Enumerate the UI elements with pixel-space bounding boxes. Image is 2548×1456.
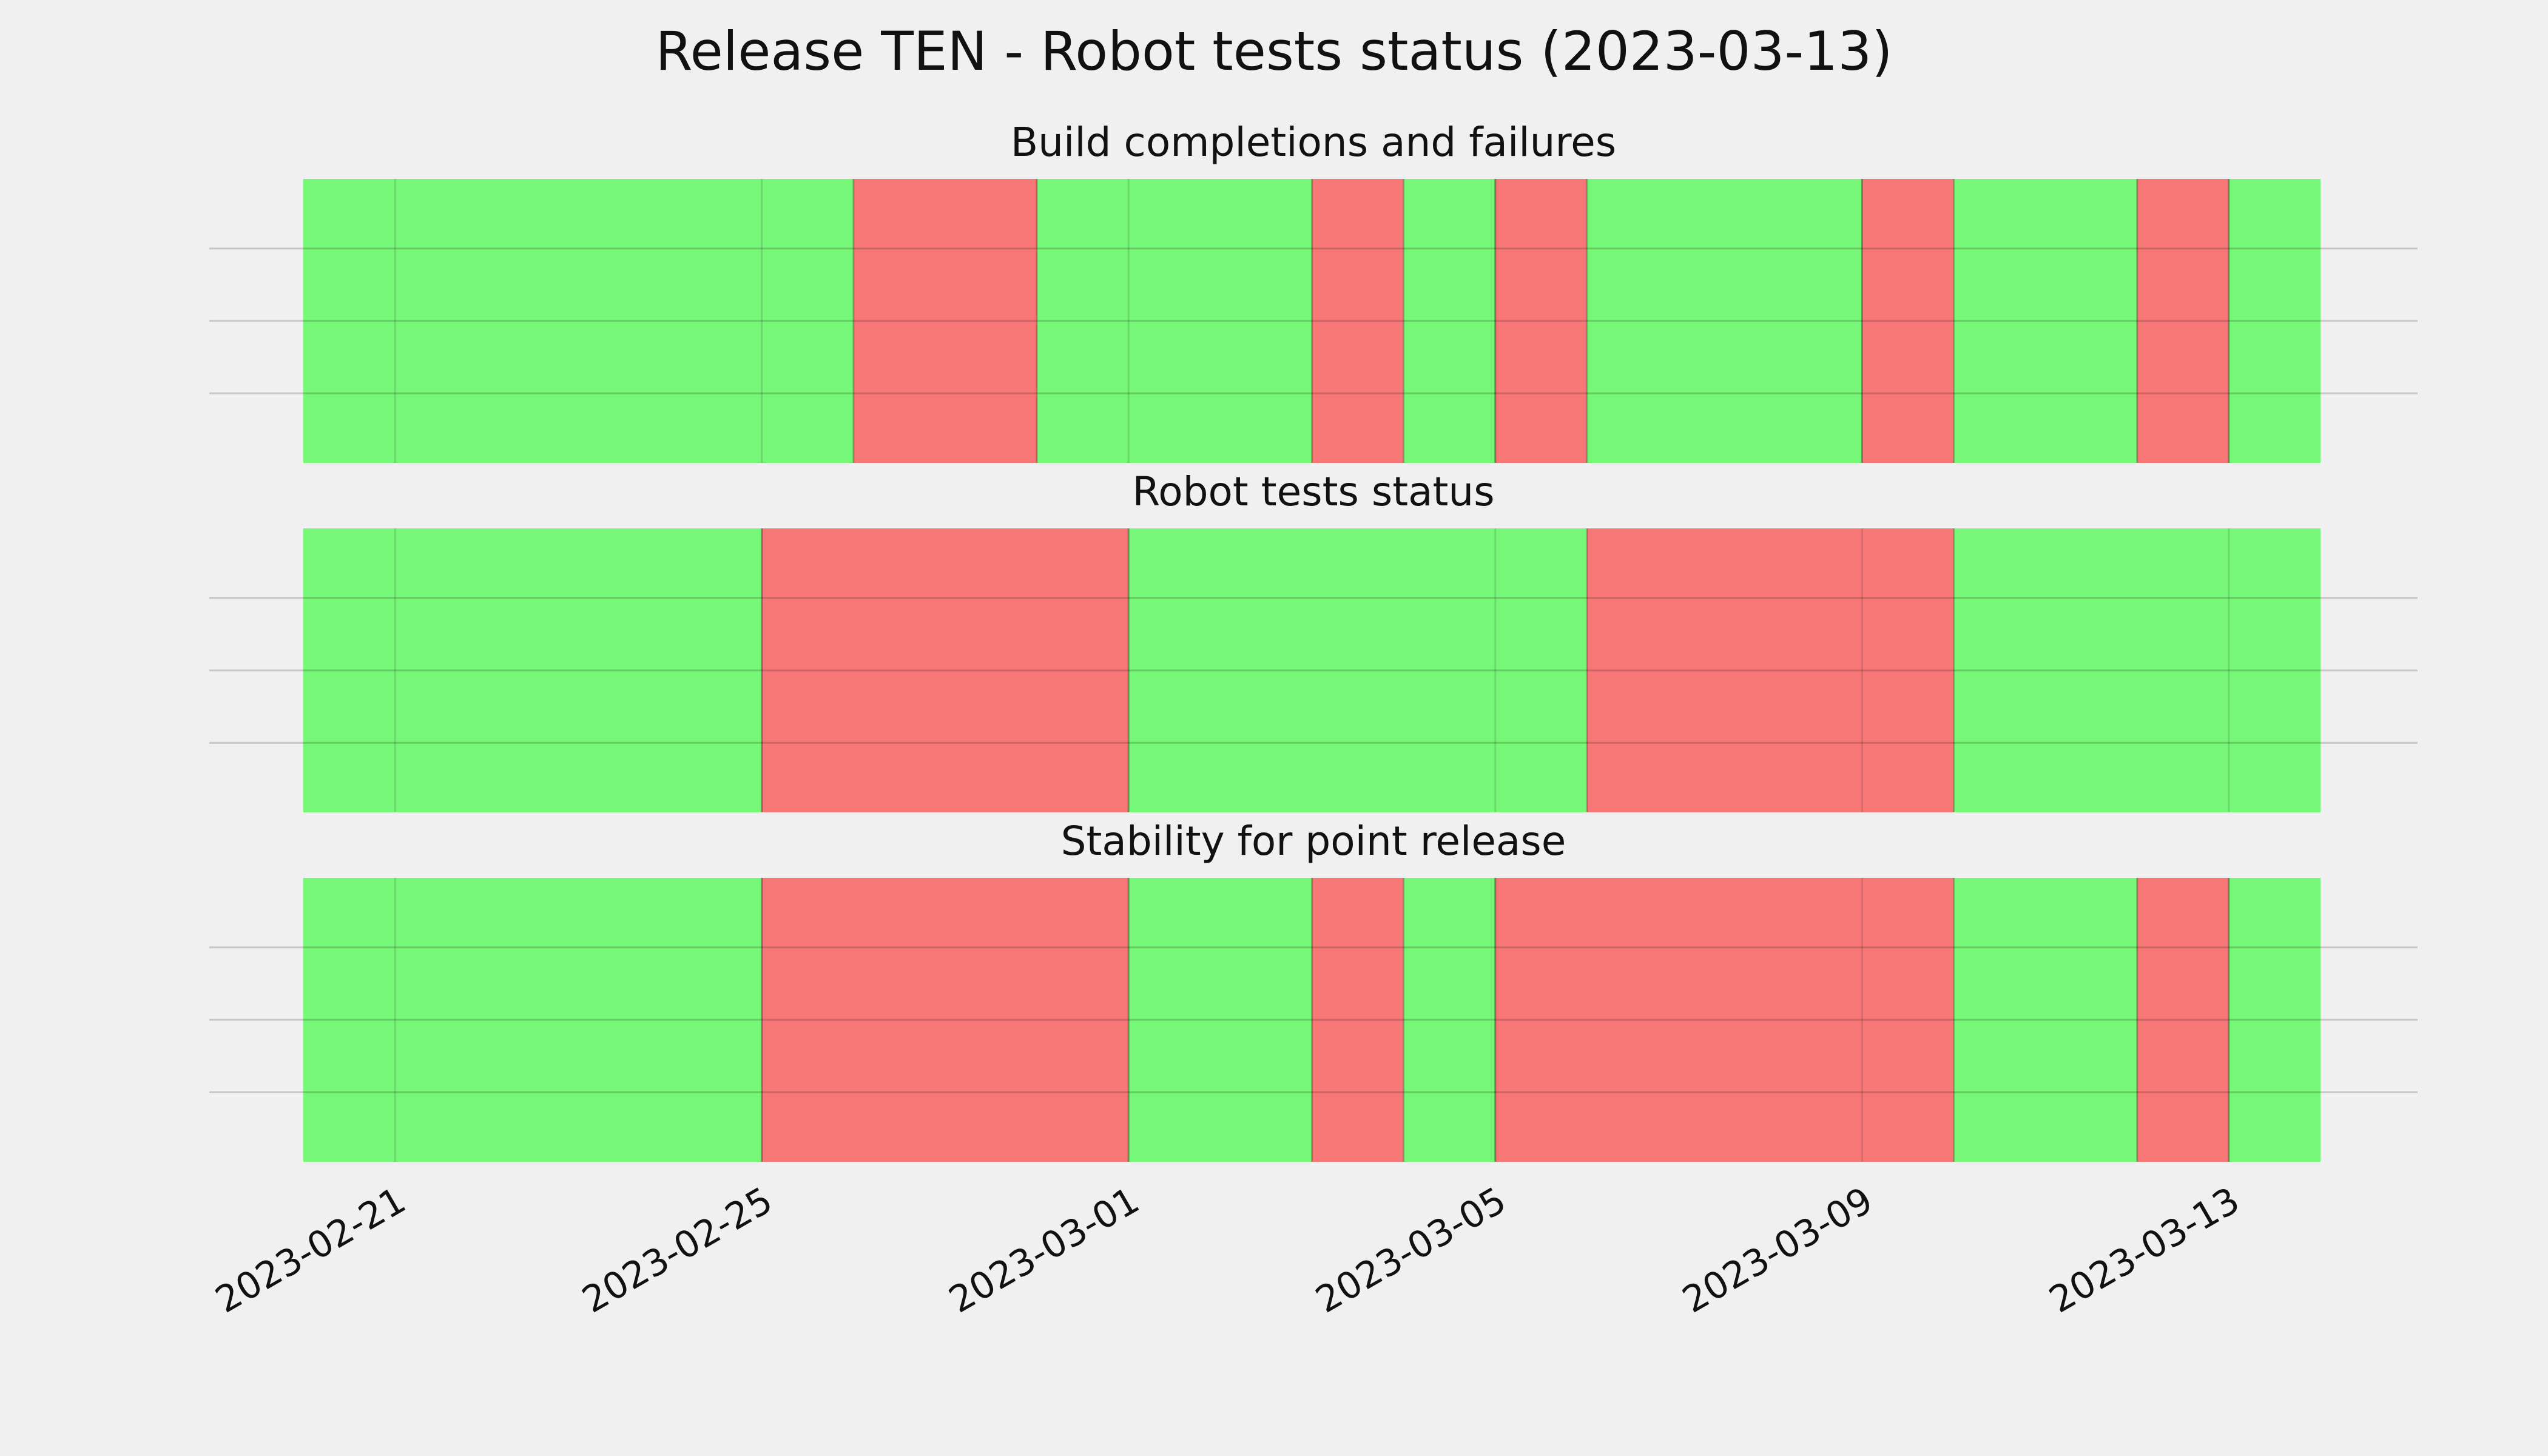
status-segment-fail: [1495, 179, 1587, 463]
status-segment-pass: [303, 179, 854, 463]
status-segment-pass: [1953, 878, 2137, 1162]
status-segment-pass: [1403, 878, 1495, 1162]
status-segment-fail: [1312, 878, 1404, 1162]
status-segment-fail: [1586, 528, 1954, 812]
status-segment-fail: [2137, 878, 2229, 1162]
panel-title: Stability for point release: [1061, 818, 1566, 864]
status-segment-pass: [1128, 528, 1587, 812]
status-segment-fail: [1495, 878, 1954, 1162]
panels-layer: Build completions and failures Robot test…: [209, 119, 2418, 1162]
panel-3: Stability for point release: [209, 818, 2418, 1162]
panel-title: Robot tests status: [1132, 468, 1494, 515]
status-segment-fail: [1312, 179, 1404, 463]
status-segment-pass: [303, 528, 762, 812]
status-segment-pass: [2228, 179, 2320, 463]
status-segment-fail: [761, 878, 1129, 1162]
status-segment-pass: [1953, 528, 2320, 812]
status-segment-pass: [1037, 179, 1312, 463]
status-segment-fail: [761, 528, 1129, 812]
panel-1: Build completions and failures: [209, 119, 2418, 463]
status-segment-fail: [2137, 179, 2229, 463]
status-segment-pass: [1128, 878, 1312, 1162]
status-segment-pass: [1586, 179, 1862, 463]
panel-title: Build completions and failures: [1011, 119, 1616, 166]
status-segment-pass: [2228, 878, 2320, 1162]
status-segment-pass: [1953, 179, 2137, 463]
chart-title: Release TEN - Robot tests status (2023-0…: [655, 20, 1892, 83]
status-segment-fail: [1862, 179, 1954, 463]
status-segment-fail: [853, 179, 1037, 463]
status-segment-pass: [1403, 179, 1495, 463]
panel-2: Robot tests status: [209, 468, 2418, 812]
status-segment-pass: [303, 878, 762, 1162]
